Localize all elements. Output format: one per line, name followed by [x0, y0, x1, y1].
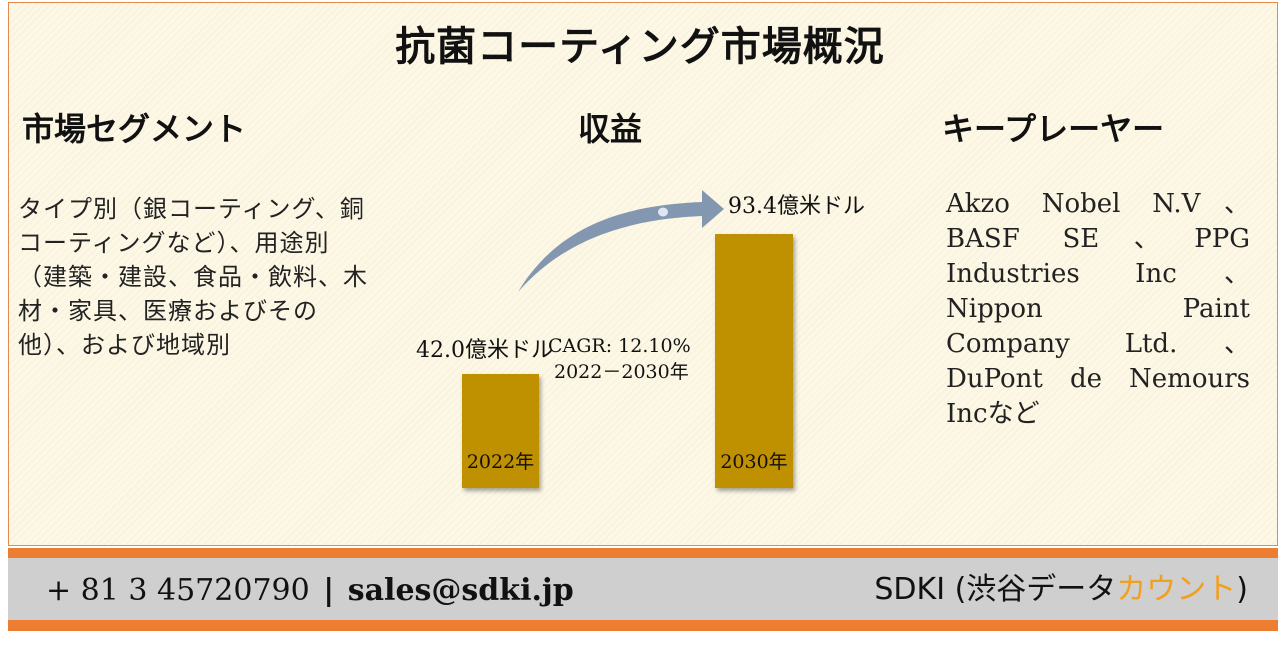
revenue-heading: 収益 — [578, 110, 643, 148]
cagr-label: CAGR: 12.10% 2022－2030年 — [548, 333, 691, 385]
footer-bar — [8, 558, 1278, 620]
players-text: Akzo Nobel N.V、BASF SE、PPG Industries In… — [946, 189, 1250, 429]
brand-name: SDKI (渋谷データカウント) — [874, 564, 1248, 608]
brand-accent: カウント — [1116, 572, 1237, 607]
brand-main: SDKI (渋谷データ — [874, 572, 1117, 607]
phone-number[interactable]: + 81 3 45720790 — [46, 573, 310, 608]
bar-value-label: 93.4億米ドル — [728, 194, 865, 219]
footer-top-stripe — [8, 548, 1278, 558]
email-link[interactable]: sales@sdki.jp — [347, 573, 574, 608]
footer-bottom-stripe — [8, 620, 1278, 631]
contact-info: + 81 3 45720790 | sales@sdki.jp — [46, 573, 574, 608]
page-title: 抗菌コーティング市場概況 — [395, 23, 885, 70]
brand-close: ) — [1236, 572, 1248, 607]
cagr-period: 2022－2030年 — [554, 361, 689, 383]
players-heading: キープレーヤー — [942, 110, 1165, 148]
segments-text: タイプ別（銀コーティング、銅コーティングなど）、用途別（建築・建設、食品・飲料、… — [18, 195, 368, 359]
cagr-value: CAGR: 12.10% — [548, 335, 691, 357]
bar-2022年: 2022年 — [462, 374, 539, 488]
segments-heading: 市場セグメント — [22, 110, 247, 148]
bar-category-label: 2030年 — [720, 451, 788, 473]
overview-panel — [8, 2, 1278, 546]
bar-value-label: 42.0億米ドル — [416, 338, 553, 363]
contact-separator: | — [323, 573, 335, 608]
bar-2030年: 2030年 — [715, 234, 793, 488]
bar-category-label: 2022年 — [466, 451, 535, 473]
